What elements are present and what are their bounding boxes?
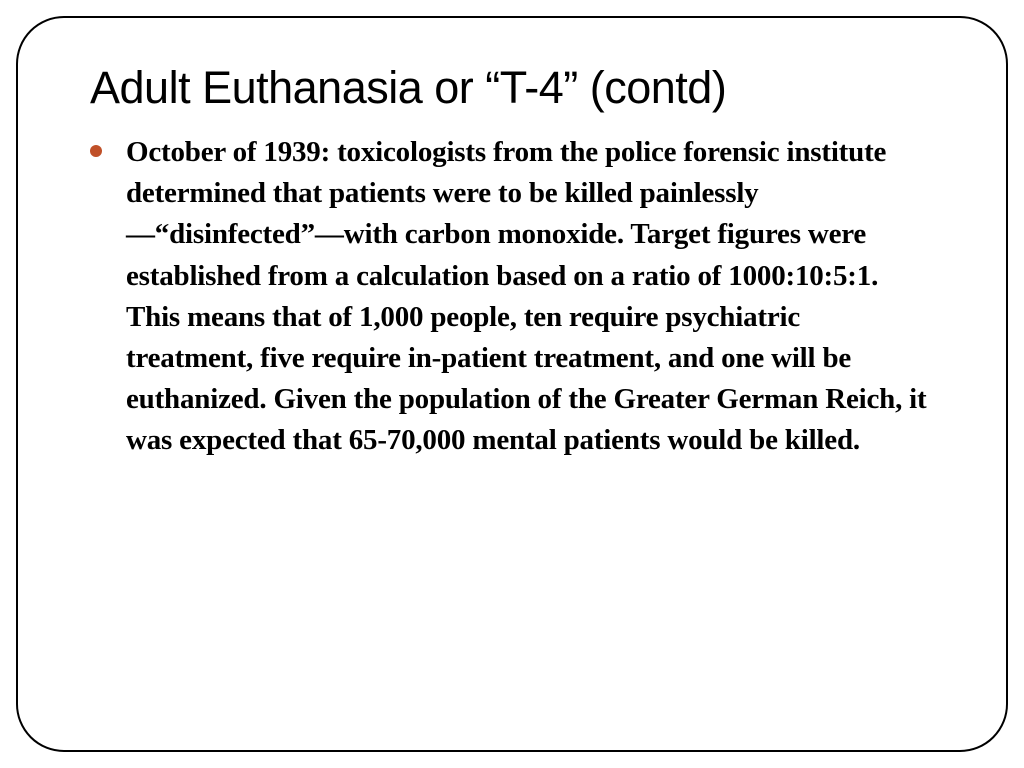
slide-content: Adult Euthanasia or “T-4” (contd) Octobe… (90, 62, 934, 461)
bullet-list: October of 1939: toxicologists from the … (90, 132, 934, 461)
slide: Adult Euthanasia or “T-4” (contd) Octobe… (0, 0, 1024, 768)
slide-title: Adult Euthanasia or “T-4” (contd) (90, 62, 934, 114)
bullet-text: October of 1939: toxicologists from the … (126, 136, 927, 456)
bullet-dot-icon (90, 145, 102, 157)
bullet-item: October of 1939: toxicologists from the … (126, 132, 934, 461)
